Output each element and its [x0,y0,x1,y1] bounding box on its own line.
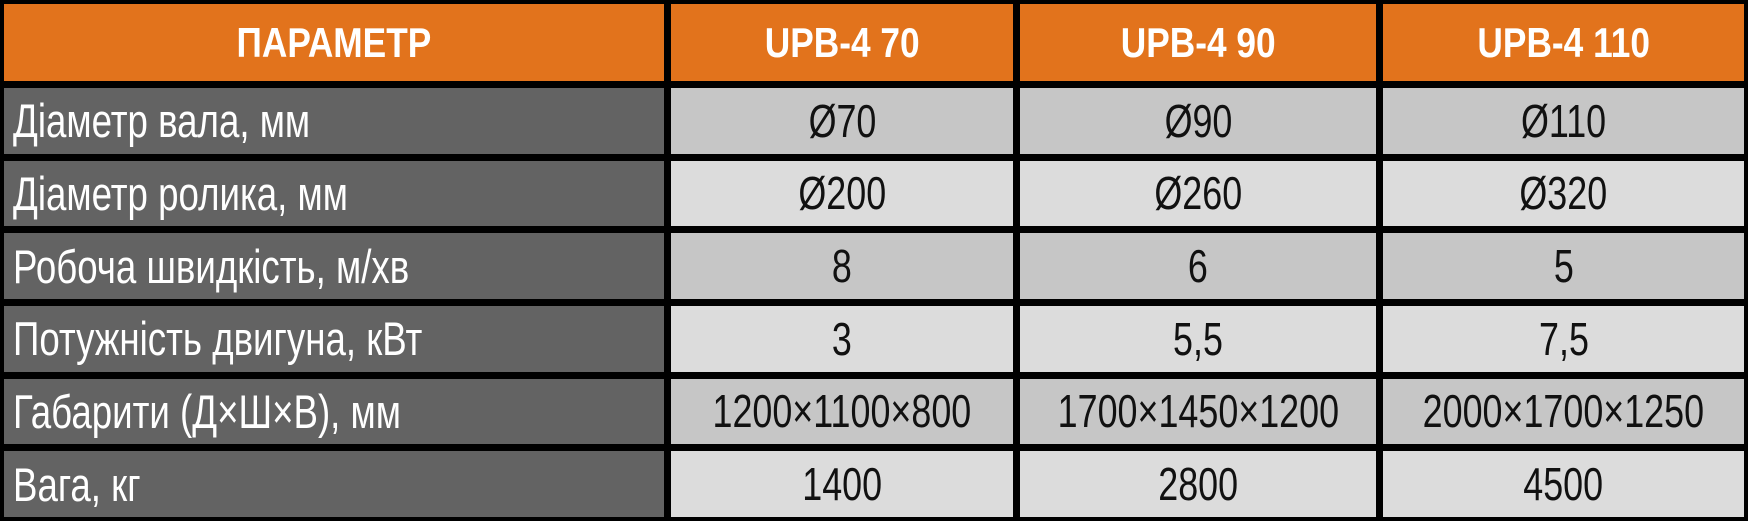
value-text: 5,5 [1173,312,1223,365]
value-shaft-diameter-upb70: Ø70 [671,88,1013,154]
model-header-upb4-110-label: UPB-4 110 [1477,18,1650,66]
model-header-upb4-90: UPB-4 90 [1020,4,1376,81]
row-label-text: Діаметр вала, мм [13,94,311,148]
value-dimensions-upb90: 1700×1450×1200 [1020,378,1376,445]
value-text: 4500 [1523,458,1604,511]
value-roller-diameter-upb110: Ø320 [1383,160,1744,227]
row-label-weight: Вага, кг [4,451,664,517]
value-text: Ø70 [808,94,876,147]
value-motor-power-upb90: 5,5 [1020,305,1376,372]
row-label-motor-power: Потужність двигуна, кВт [4,305,664,372]
param-column-header-label: ПАРАМЕТР [236,18,432,66]
value-text: Ø320 [1519,167,1608,220]
row-label-text: Робоча швидкість, м/хв [13,239,410,293]
value-weight-upb90: 2800 [1020,451,1376,517]
row-label-shaft-diameter: Діаметр вала, мм [4,88,664,154]
model-header-upb4-110: UPB-4 110 [1383,4,1744,81]
model-header-upb4-70: UPB-4 70 [671,4,1013,81]
value-working-speed-upb70: 8 [671,233,1013,299]
value-text: Ø90 [1164,94,1232,147]
param-column-header: ПАРАМЕТР [4,4,664,81]
value-shaft-diameter-upb90: Ø90 [1020,88,1376,154]
value-dimensions-upb110: 2000×1700×1250 [1383,378,1744,445]
value-working-speed-upb90: 6 [1020,233,1376,299]
value-text: 8 [832,240,852,293]
value-shaft-diameter-upb110: Ø110 [1383,88,1744,154]
value-weight-upb70: 1400 [671,451,1013,517]
value-motor-power-upb110: 7,5 [1383,305,1744,372]
row-label-roller-diameter: Діаметр ролика, мм [4,160,664,227]
value-text: 1400 [802,458,882,511]
model-header-upb4-90-label: UPB-4 90 [1120,18,1276,66]
value-weight-upb110: 4500 [1383,451,1744,517]
value-motor-power-upb70: 3 [671,305,1013,372]
value-text: 2800 [1158,458,1238,511]
row-label-text: Потужність двигуна, кВт [13,312,423,366]
row-label-text: Діаметр ролика, мм [13,166,348,220]
value-text: 3 [832,312,852,365]
model-header-upb4-70-label: UPB-4 70 [764,18,920,66]
value-text: 1700×1450×1200 [1057,385,1339,438]
value-text: 5 [1553,240,1574,293]
value-text: 1200×1100×800 [712,385,972,438]
value-text: Ø110 [1520,94,1607,147]
value-text: 7,5 [1538,312,1589,365]
value-text: Ø200 [798,167,886,220]
value-working-speed-upb110: 5 [1383,233,1744,299]
value-text: 2000×1700×1250 [1422,385,1705,438]
value-roller-diameter-upb70: Ø200 [671,160,1013,227]
value-dimensions-upb70: 1200×1100×800 [671,378,1013,445]
row-label-text: Габарити (Д×Ш×В), мм [13,384,401,438]
row-label-dimensions: Габарити (Д×Ш×В), мм [4,378,664,445]
row-label-working-speed: Робоча швидкість, м/хв [4,233,664,299]
row-label-text: Вага, кг [13,457,141,511]
value-text: Ø260 [1154,167,1242,220]
value-text: 6 [1188,240,1208,293]
value-roller-diameter-upb90: Ø260 [1020,160,1376,227]
